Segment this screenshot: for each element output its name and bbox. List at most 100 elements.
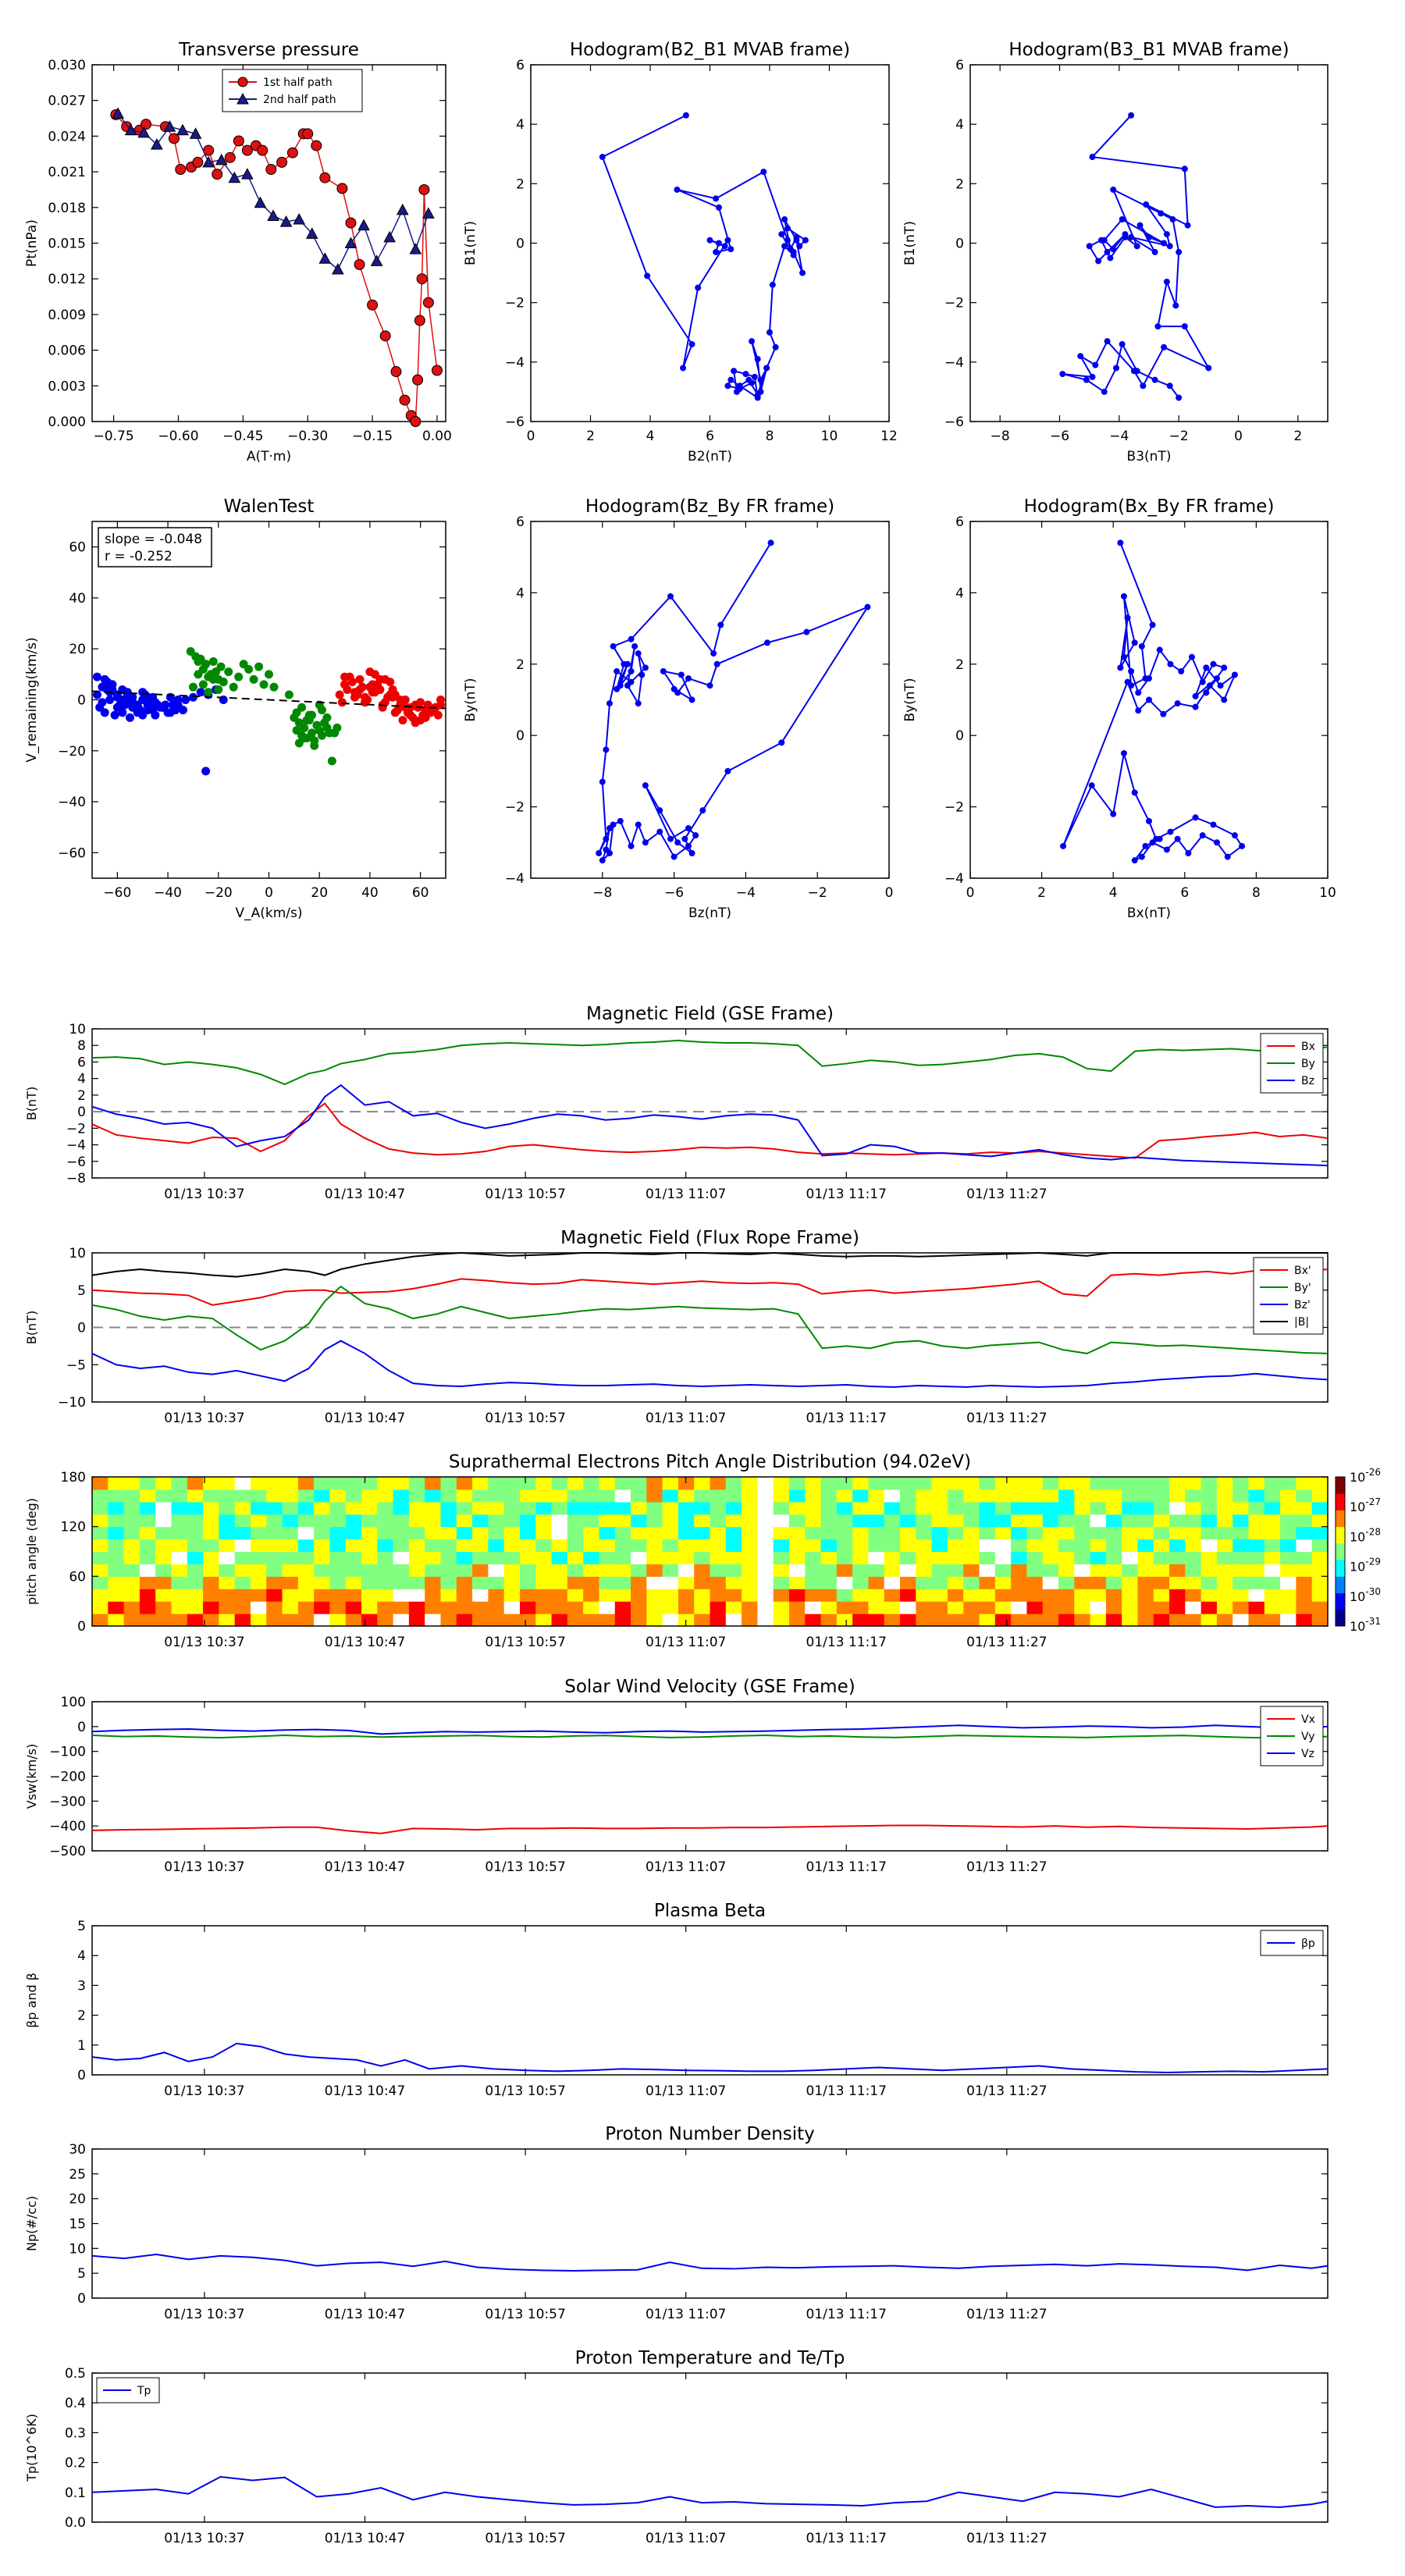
- pitch-angle-distribution-cell: [266, 1477, 283, 1490]
- pitch-angle-distribution-colorbar-label: 10-31: [1350, 1616, 1381, 1634]
- transverse-pressure-ytick-label: 0.021: [48, 165, 86, 180]
- proton-temperature-ylabel: Tp(10^6K): [24, 2414, 39, 2482]
- pitch-angle-distribution-cell: [725, 1614, 742, 1627]
- pitch-angle-distribution-cell: [662, 1539, 679, 1553]
- magnetic-field-flux-rope-ytick-label: −10: [58, 1395, 86, 1411]
- pitch-angle-distribution-cell: [108, 1576, 125, 1589]
- hodogram-b3-b1-xtick-label: −8: [991, 429, 1010, 444]
- hodogram-bz-by-xlabel: Bz(nT): [688, 906, 731, 921]
- pitch-angle-distribution-cell: [1296, 1477, 1313, 1490]
- pitch-angle-distribution-cell: [583, 1614, 600, 1627]
- walen-test-point: [322, 713, 332, 722]
- pitch-angle-distribution-cell: [868, 1501, 885, 1515]
- pitch-angle-distribution-cell: [710, 1614, 727, 1627]
- solar-wind-velocity-ytick-label: −200: [49, 1770, 86, 1785]
- pitch-angle-distribution-cell: [250, 1539, 267, 1553]
- pitch-angle-distribution-cell: [203, 1477, 219, 1490]
- pitch-angle-distribution-cell: [994, 1501, 1012, 1515]
- pitch-angle-distribution-cell: [947, 1576, 964, 1589]
- pitch-angle-distribution-cell: [456, 1526, 473, 1540]
- proton-number-density-ytick-label: 0: [77, 2291, 86, 2307]
- plasma-beta-xtick-label: 01/13 11:27: [966, 2083, 1047, 2099]
- pitch-angle-distribution-cell: [219, 1489, 236, 1503]
- pitch-angle-distribution-cell: [979, 1501, 996, 1515]
- pitch-angle-distribution-cell: [1200, 1614, 1218, 1627]
- pitch-angle-distribution-cell: [551, 1526, 568, 1540]
- hodogram-bx-by-ylabel: By(nT): [902, 678, 918, 721]
- plasma-beta-ytick-label: 4: [77, 1948, 86, 1964]
- walen-test-point: [126, 713, 135, 722]
- pitch-angle-distribution-cell: [472, 1564, 489, 1577]
- transverse-pressure-point: [265, 164, 277, 176]
- hodogram-b3-b1-xtick-label: −6: [1050, 429, 1069, 444]
- pitch-angle-distribution-cell: [1074, 1564, 1091, 1577]
- pitch-angle-distribution-cell: [535, 1514, 553, 1528]
- pitch-angle-distribution-cell: [139, 1601, 156, 1614]
- pitch-angle-distribution-cell: [139, 1489, 156, 1503]
- pitch-angle-distribution-cell: [1026, 1589, 1044, 1602]
- proton-number-density-title: Proton Number Density: [605, 2124, 815, 2144]
- hodogram-b2-b1-point: [695, 284, 702, 291]
- plasma-beta-ytick-label: 1: [77, 2038, 86, 2054]
- pitch-angle-distribution-cell: [1169, 1514, 1186, 1528]
- hodogram-b2-b1-point: [799, 269, 806, 276]
- pitch-angle-distribution-cell: [567, 1551, 584, 1565]
- proton-temperature-xtick-label: 01/13 11:17: [806, 2531, 887, 2546]
- pitch-angle-distribution-cell: [155, 1501, 173, 1515]
- pitch-angle-distribution-cell: [551, 1576, 568, 1589]
- pitch-angle-distribution-cell: [535, 1551, 553, 1565]
- pitch-angle-distribution-colorbar-segment: [1336, 1560, 1345, 1577]
- magnetic-field-flux-rope-legend-label: Bz': [1294, 1299, 1311, 1311]
- hodogram-bz-by-ylabel: By(nT): [463, 678, 478, 721]
- pitch-angle-distribution-cell: [773, 1526, 790, 1540]
- pitch-angle-distribution-cell: [393, 1551, 410, 1565]
- pitch-angle-distribution-cell: [947, 1614, 964, 1627]
- pitch-angle-distribution-cell: [742, 1589, 758, 1602]
- pitch-angle-distribution-cell: [329, 1514, 347, 1528]
- proton-temperature-ytick-label: 0.2: [65, 2456, 86, 2471]
- hodogram-b3-b1-xtick-label: 2: [1293, 429, 1302, 444]
- proton-temperature-xtick-label: 01/13 11:27: [966, 2531, 1047, 2546]
- hodogram-b2-b1-point: [715, 204, 722, 211]
- pitch-angle-distribution-cell: [773, 1564, 790, 1577]
- pitch-angle-distribution-cell: [757, 1601, 774, 1614]
- pitch-angle-distribution-cell: [488, 1564, 505, 1577]
- pitch-angle-distribution-colorbar-segment: [1336, 1542, 1345, 1560]
- pitch-angle-distribution-cell: [219, 1614, 236, 1627]
- pitch-angle-distribution-cell: [472, 1477, 489, 1490]
- pitch-angle-distribution-cell: [155, 1564, 173, 1577]
- hodogram-b2-b1-point: [751, 373, 758, 380]
- walen-test-point: [244, 664, 254, 674]
- pitch-angle-distribution-cell: [1042, 1601, 1059, 1614]
- pitch-angle-distribution-cell: [994, 1477, 1012, 1490]
- pitch-angle-distribution-cell: [1090, 1477, 1107, 1490]
- pitch-angle-distribution-cell: [868, 1614, 885, 1627]
- pitch-angle-distribution-cell: [931, 1614, 948, 1627]
- hodogram-b2-b1-point: [769, 281, 776, 288]
- pitch-angle-distribution-cell: [1185, 1526, 1202, 1540]
- pitch-angle-distribution-cell: [1122, 1614, 1139, 1627]
- pitch-angle-distribution-cell: [1200, 1501, 1218, 1515]
- hodogram-b2-b1-point: [749, 338, 756, 345]
- walen-test-point: [118, 708, 127, 717]
- hodogram-bx-by-point: [1117, 664, 1124, 671]
- pitch-angle-distribution-cell: [1153, 1589, 1170, 1602]
- walen-test-xtick-label: 0: [265, 885, 273, 901]
- hodogram-b3-b1-xlabel: B3(nT): [1127, 449, 1172, 464]
- walen-test-point: [201, 660, 211, 669]
- pitch-angle-distribution-cell: [710, 1539, 727, 1553]
- pitch-angle-distribution-cell: [456, 1614, 473, 1627]
- hodogram-b3-b1-ytick-label: −6: [944, 415, 964, 430]
- pitch-angle-distribution-cell: [916, 1514, 933, 1528]
- plasma-beta-xtick-label: 01/13 10:57: [485, 2083, 565, 2099]
- magnetic-field-flux-rope-ytick-label: 0: [77, 1321, 86, 1336]
- pitch-angle-distribution-cell: [282, 1614, 299, 1627]
- hodogram-bz-by-point: [656, 807, 663, 814]
- pitch-angle-distribution-cell: [757, 1614, 774, 1627]
- pitch-angle-distribution-cell: [1216, 1551, 1233, 1565]
- pitch-angle-distribution-cell: [1090, 1564, 1107, 1577]
- pitch-angle-distribution-cell: [994, 1514, 1012, 1528]
- walen-test-ytick-label: 20: [69, 642, 86, 657]
- pitch-angle-distribution-cell: [1169, 1526, 1186, 1540]
